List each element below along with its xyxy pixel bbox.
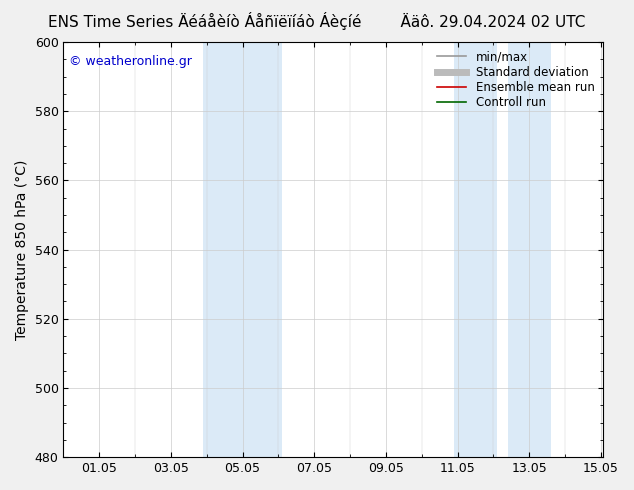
Bar xyxy=(203,42,282,457)
Bar xyxy=(454,42,497,457)
Legend: min/max, Standard deviation, Ensemble mean run, Controll run: min/max, Standard deviation, Ensemble me… xyxy=(432,46,599,114)
Text: © weatheronline.gr: © weatheronline.gr xyxy=(69,54,191,68)
Bar xyxy=(508,42,551,457)
Y-axis label: Temperature 850 hPa (°C): Temperature 850 hPa (°C) xyxy=(15,159,29,340)
Text: ENS Time Series Äéáåèíò Áåñïëïíáò Áèçíé        Ääô. 29.04.2024 02 UTC: ENS Time Series Äéáåèíò Áåñïëïíáò Áèçíé … xyxy=(48,12,586,30)
